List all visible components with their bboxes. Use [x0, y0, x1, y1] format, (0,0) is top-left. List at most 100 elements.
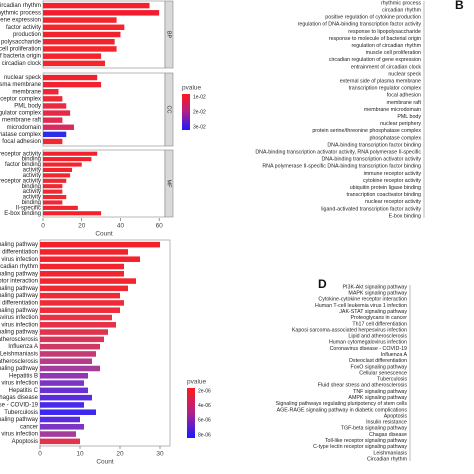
row-label: nuclear periphery	[380, 121, 421, 127]
bar	[43, 205, 78, 210]
colorbar	[187, 388, 195, 438]
bar	[40, 402, 84, 408]
legend-title: pvalue	[182, 85, 202, 92]
y-tick-label: Chagas disease	[0, 395, 39, 401]
row-label: Toll-like receptor signaling pathway	[325, 438, 407, 444]
x-tick-label: 40	[117, 223, 125, 230]
y-tick-label: activity	[23, 168, 41, 174]
y-tick-label: II-specific	[16, 205, 41, 211]
row-label: Proteoglycans in cancer	[350, 315, 407, 321]
bar	[43, 184, 63, 189]
row-label: regulation of circadian rhythm	[352, 43, 422, 49]
bar	[43, 74, 98, 81]
bar	[43, 31, 121, 38]
row-label: Circadian rhythm	[367, 456, 408, 462]
bar	[43, 194, 67, 200]
bar	[43, 124, 74, 130]
y-tick-label: binding	[22, 200, 41, 206]
y-tick-label: receptor interaction	[0, 279, 38, 285]
bar	[40, 373, 88, 379]
row-label: Cytokine-cytokine receptor interaction	[318, 297, 407, 303]
row-label: Tuberculosis	[377, 377, 407, 383]
bar	[43, 162, 82, 167]
row-label: Apoptosis	[384, 413, 408, 419]
row-label: TGF-beta signaling pathway	[341, 426, 408, 432]
bar	[40, 343, 100, 350]
y-tick-label: nuclear speck	[4, 75, 42, 81]
y-tick-label: herpesvirus infection	[0, 315, 38, 321]
y-tick-label: signaling pathway	[0, 271, 38, 277]
y-tick-label: Influenza A	[8, 344, 38, 350]
bar	[43, 17, 117, 23]
panel-frame	[39, 239, 171, 447]
row-label: Human cytomegalovirus infection	[329, 340, 407, 346]
y-tick-label: Hepatitis B	[9, 373, 38, 379]
x-tick-label: 20	[116, 451, 124, 458]
bar	[40, 409, 96, 415]
row-label: Cellular senescence	[359, 370, 407, 376]
row-label: RNA polymerase II-specific DNA-binding t…	[262, 164, 421, 170]
row-label: circadian regulation of gene expression	[329, 57, 421, 63]
bar	[40, 300, 124, 306]
y-tick-label: activity	[23, 189, 41, 195]
bar	[40, 278, 136, 284]
y-tick-label: cell proliferation	[0, 47, 41, 53]
y-tick-label: Leishmaniasis	[0, 352, 38, 358]
row-label: Lipid and atherosclerosis	[348, 334, 407, 340]
y-tick-label: signaling pathway	[0, 417, 38, 423]
y-tick-label: signaling pathway	[0, 293, 38, 299]
bar	[43, 96, 63, 102]
y-tick-label: receptor complex	[0, 96, 41, 102]
bar	[40, 249, 128, 255]
x-tick-label: 0	[41, 223, 45, 230]
facet-strip	[164, 149, 174, 218]
row-label: circadian rhythm	[382, 8, 421, 14]
bar	[40, 271, 124, 277]
row-label: E-box binding	[389, 213, 421, 219]
legend-label: 3e-02	[193, 124, 206, 130]
bar	[40, 438, 80, 445]
y-tick-label: of bacteria origin	[0, 54, 41, 60]
facet-label: CC	[166, 106, 172, 114]
y-tick-label: membrane	[12, 89, 41, 95]
row-label: Insulin resistance	[366, 420, 407, 426]
row-label: immune receptor activity	[364, 171, 422, 177]
y-tick-label: signaling pathway	[0, 286, 38, 292]
y-tick-label: regulator complex	[0, 111, 41, 117]
bar	[40, 256, 140, 262]
y-tick-label: binding	[22, 184, 41, 190]
row-label: C-type lectin receptor signaling pathway	[313, 444, 407, 450]
bar	[40, 314, 112, 321]
row-label: JAK-STAT signaling pathway	[339, 309, 407, 315]
facet-strip	[164, 0, 174, 69]
row-label: DNA-binding transcription factor binding	[327, 142, 421, 148]
x-tick-label: 10	[76, 451, 84, 458]
row-label: transcription coactivator binding	[347, 192, 422, 198]
legend-label: 4e-06	[198, 403, 211, 409]
row-label: nuclear speck	[388, 71, 421, 77]
row-label: Chagas disease	[369, 432, 407, 438]
bar	[40, 431, 76, 437]
bar	[40, 307, 120, 313]
y-tick-label: Circadian rhythm	[0, 264, 38, 270]
y-tick-label: production	[13, 32, 41, 38]
y-tick-label: activity	[23, 173, 41, 179]
row-label: protein serine/threonine phosphatase com…	[312, 128, 421, 134]
bar	[40, 241, 160, 248]
bar	[43, 157, 92, 162]
y-tick-label: cell differentiation	[0, 250, 38, 256]
y-tick-label: rhythmic process	[0, 10, 41, 16]
row-label: MAPK signaling pathway	[348, 291, 407, 297]
x-tick-label: 20	[78, 223, 86, 230]
y-tick-label: plasma membrane	[0, 82, 42, 88]
y-tick-label: T cell differentiation	[0, 301, 38, 307]
bar	[40, 351, 96, 357]
bar	[43, 10, 160, 16]
y-tick-label: factor activity	[6, 25, 41, 31]
bar	[43, 131, 67, 138]
y-tick-label: phosphatase complex	[0, 132, 41, 138]
row-label: Human T-cell leukemia virus 1 infection	[315, 303, 407, 309]
bar	[43, 211, 102, 216]
y-tick-label: microdomain	[7, 125, 41, 131]
